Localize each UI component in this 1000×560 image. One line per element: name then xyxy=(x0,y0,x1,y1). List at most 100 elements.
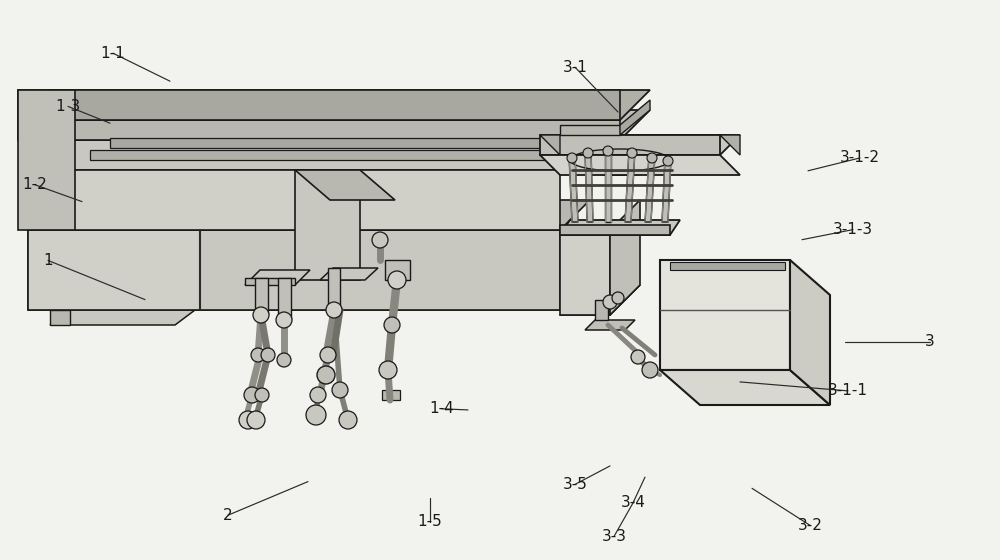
Circle shape xyxy=(631,350,645,364)
Polygon shape xyxy=(18,90,650,120)
Circle shape xyxy=(388,271,406,289)
Circle shape xyxy=(239,411,257,429)
Polygon shape xyxy=(28,140,58,230)
Text: 3-2: 3-2 xyxy=(798,518,822,533)
Text: 3-1: 3-1 xyxy=(563,60,587,74)
Circle shape xyxy=(244,387,260,403)
Polygon shape xyxy=(28,170,560,230)
Polygon shape xyxy=(18,90,75,230)
Polygon shape xyxy=(200,280,590,310)
Polygon shape xyxy=(670,262,785,270)
Polygon shape xyxy=(28,140,590,170)
Polygon shape xyxy=(560,125,620,135)
Polygon shape xyxy=(385,260,410,280)
Polygon shape xyxy=(18,120,620,140)
Polygon shape xyxy=(320,268,378,280)
Polygon shape xyxy=(18,110,650,140)
Polygon shape xyxy=(200,230,560,310)
Polygon shape xyxy=(382,390,400,400)
Polygon shape xyxy=(560,230,610,315)
Circle shape xyxy=(583,148,593,158)
Text: 3-5: 3-5 xyxy=(563,477,587,492)
Circle shape xyxy=(306,405,326,425)
Circle shape xyxy=(612,292,624,304)
Circle shape xyxy=(663,156,673,166)
Text: 3-1-3: 3-1-3 xyxy=(833,222,873,237)
Text: 1-1: 1-1 xyxy=(101,46,125,60)
Polygon shape xyxy=(50,310,70,325)
Ellipse shape xyxy=(555,145,685,175)
Polygon shape xyxy=(610,200,640,315)
Circle shape xyxy=(326,302,342,318)
Text: 3: 3 xyxy=(925,334,935,349)
Polygon shape xyxy=(245,278,295,285)
Polygon shape xyxy=(165,190,330,225)
Polygon shape xyxy=(50,310,195,325)
Circle shape xyxy=(384,317,400,333)
Polygon shape xyxy=(90,150,560,160)
Polygon shape xyxy=(660,370,830,405)
Polygon shape xyxy=(295,170,395,200)
Circle shape xyxy=(320,347,336,363)
Polygon shape xyxy=(245,270,310,285)
Polygon shape xyxy=(28,280,230,310)
Polygon shape xyxy=(278,278,291,320)
Polygon shape xyxy=(645,155,655,222)
Circle shape xyxy=(310,387,326,403)
Circle shape xyxy=(372,232,388,248)
Circle shape xyxy=(276,312,292,328)
Circle shape xyxy=(277,353,291,367)
Polygon shape xyxy=(560,220,680,235)
Polygon shape xyxy=(790,260,830,405)
Polygon shape xyxy=(540,155,740,175)
Polygon shape xyxy=(28,200,58,310)
Polygon shape xyxy=(660,260,790,370)
Polygon shape xyxy=(595,300,608,320)
Polygon shape xyxy=(295,170,360,280)
Circle shape xyxy=(379,361,397,379)
Polygon shape xyxy=(569,155,578,222)
Polygon shape xyxy=(605,148,611,222)
Polygon shape xyxy=(540,135,740,155)
Circle shape xyxy=(603,295,617,309)
Polygon shape xyxy=(110,138,560,148)
Polygon shape xyxy=(720,135,740,155)
Circle shape xyxy=(317,366,335,384)
Polygon shape xyxy=(585,150,593,222)
Circle shape xyxy=(627,148,637,158)
Polygon shape xyxy=(255,278,268,315)
Polygon shape xyxy=(18,90,620,120)
Circle shape xyxy=(247,411,265,429)
Circle shape xyxy=(251,348,265,362)
Polygon shape xyxy=(28,230,200,310)
Circle shape xyxy=(261,348,275,362)
Polygon shape xyxy=(540,135,720,155)
Circle shape xyxy=(255,388,269,402)
Polygon shape xyxy=(560,225,670,235)
Polygon shape xyxy=(620,100,650,135)
Circle shape xyxy=(647,153,657,163)
Polygon shape xyxy=(28,200,590,230)
Text: 3-3: 3-3 xyxy=(602,529,626,544)
Polygon shape xyxy=(585,320,635,330)
Text: 1-5: 1-5 xyxy=(418,515,442,529)
Circle shape xyxy=(339,411,357,429)
Text: 1: 1 xyxy=(43,253,53,268)
Text: 2: 2 xyxy=(223,508,233,522)
Text: 3-4: 3-4 xyxy=(621,496,645,510)
Circle shape xyxy=(253,307,269,323)
Circle shape xyxy=(567,153,577,163)
Text: 1-4: 1-4 xyxy=(430,402,454,416)
Circle shape xyxy=(603,146,613,156)
Polygon shape xyxy=(55,197,100,218)
Polygon shape xyxy=(45,190,150,225)
Circle shape xyxy=(332,382,348,398)
Text: 3-1-2: 3-1-2 xyxy=(840,151,880,165)
Polygon shape xyxy=(662,158,671,222)
Text: 3-1-1: 3-1-1 xyxy=(828,384,868,398)
Text: 1 3: 1 3 xyxy=(56,99,80,114)
Polygon shape xyxy=(540,135,560,155)
Polygon shape xyxy=(328,268,340,310)
Polygon shape xyxy=(560,285,640,315)
Text: 1-2: 1-2 xyxy=(23,178,47,192)
